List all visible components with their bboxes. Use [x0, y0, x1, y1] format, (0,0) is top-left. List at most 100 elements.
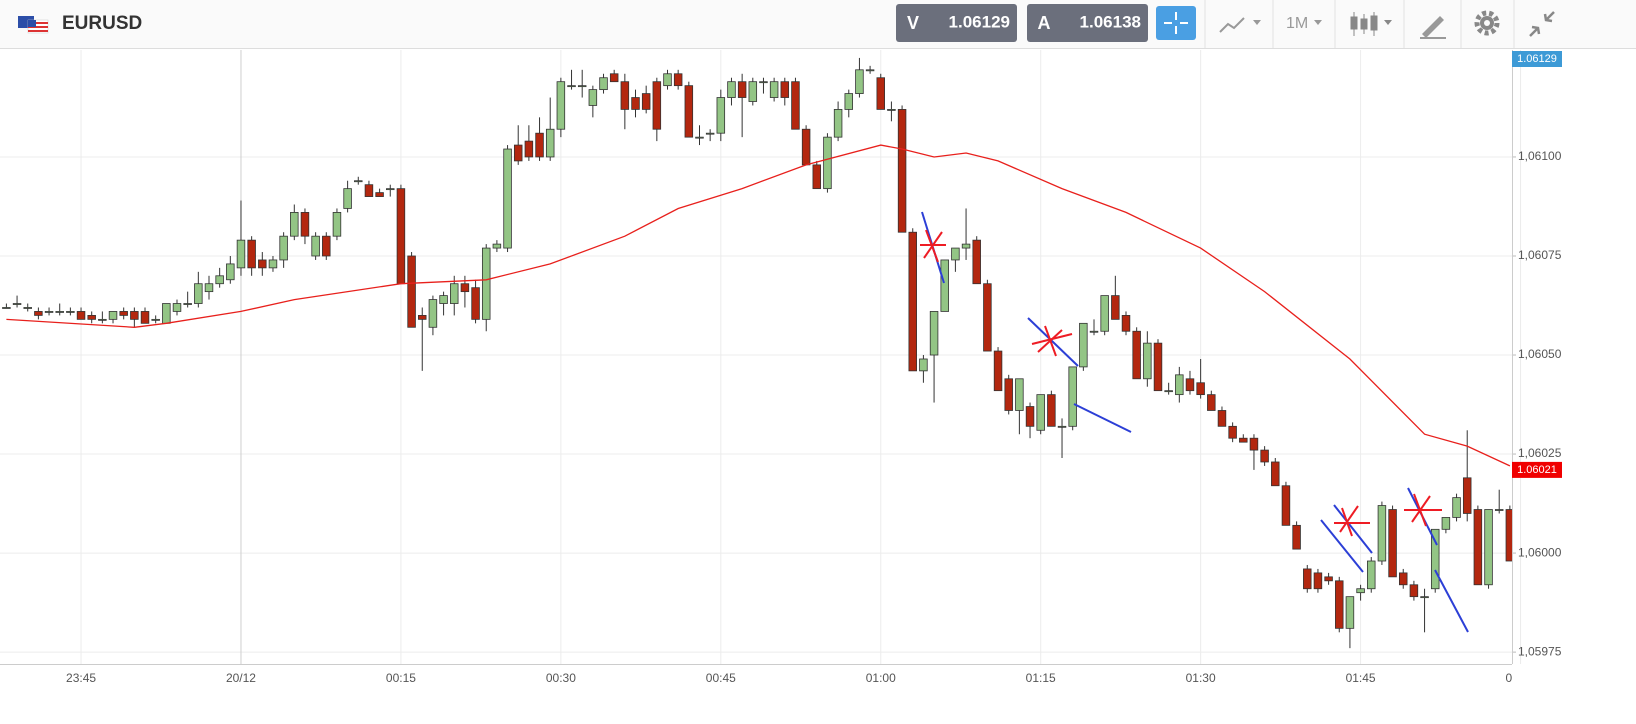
candle-body: [684, 85, 694, 138]
candle-body: [119, 311, 128, 316]
candle-body: [876, 77, 885, 110]
candle-body: [524, 140, 534, 158]
candle-body: [172, 303, 182, 312]
x-tick-label: 23:45: [66, 671, 96, 685]
candle-body: [258, 259, 267, 269]
candle-body: [98, 318, 107, 321]
collapse-button[interactable]: [1529, 11, 1555, 37]
timeframe[interactable]: 1M: [1286, 15, 1308, 32]
candle-body: [545, 128, 555, 158]
candle-body: [300, 212, 310, 237]
candle-body: [1388, 509, 1397, 578]
candle-body: [727, 81, 736, 98]
candle-body: [1505, 509, 1512, 562]
candle-body: [1484, 509, 1493, 586]
bid-button[interactable]: [896, 4, 1017, 42]
candle-body: [236, 239, 246, 269]
y-tick-label: 1,06100: [1518, 149, 1562, 163]
candle-body: [268, 259, 278, 269]
axes: 1,05975 1,06000 1,06025 1,06050 1,06075 1,061…: [0, 50, 1562, 685]
candle-body: [673, 73, 683, 87]
candle-body: [1441, 517, 1451, 530]
candle-body: [716, 97, 726, 134]
candle-body: [12, 303, 22, 305]
symbol[interactable]: EURUSD: [62, 13, 142, 34]
candle-body: [130, 311, 139, 320]
candle-body: [599, 77, 608, 91]
candle-body: [1015, 378, 1024, 411]
candle-body: [1196, 382, 1205, 396]
candle-body: [865, 69, 875, 72]
candle-body: [439, 295, 448, 304]
candle-body: [418, 315, 427, 320]
candle-body: [204, 283, 214, 293]
candle-body: [55, 311, 64, 313]
candle-body: [322, 235, 331, 257]
candle-body: [1303, 568, 1312, 590]
candle-body: [332, 212, 342, 237]
drawing-button[interactable]: [1420, 16, 1446, 39]
candle-body: [215, 275, 224, 285]
candle-body: [1100, 295, 1109, 332]
price-tag-label: 1.06129: [1517, 53, 1557, 65]
candle-body: [897, 109, 907, 233]
x-tick-label: 00:30: [546, 671, 576, 685]
candle-body: [1089, 330, 1099, 333]
candle-body: [1324, 576, 1333, 582]
candle-body: [620, 81, 630, 110]
crosshair-icon: [1164, 12, 1188, 34]
y-tick-label: 1,05975: [1518, 644, 1562, 658]
candle-body: [631, 97, 640, 110]
candle-body: [311, 235, 320, 257]
candle-body: [1239, 437, 1248, 443]
candle-body: [1356, 588, 1365, 594]
candle-body: [1153, 342, 1163, 392]
chart-type-button[interactable]: [1219, 17, 1261, 33]
candle-body: [588, 89, 598, 106]
candle-body: [1345, 596, 1355, 629]
candle-body: [663, 73, 672, 87]
candle-body: [983, 283, 992, 352]
candle-body: [791, 81, 800, 130]
candle-body: [1281, 485, 1291, 526]
candle-body: [929, 311, 939, 356]
candle-body: [1292, 524, 1301, 550]
candle-body: [961, 243, 971, 249]
candle-body: [1217, 410, 1227, 427]
candle-body: [343, 188, 352, 209]
candle-body: [1462, 477, 1472, 514]
candle-body: [396, 188, 406, 285]
candle-body: [375, 192, 384, 197]
candle-body: [823, 136, 832, 190]
flag-icon: [18, 16, 49, 34]
candle-body: [66, 311, 75, 313]
candle-body: [1047, 394, 1056, 427]
candle-body: [407, 255, 416, 328]
crosshair-button[interactable]: [1156, 6, 1196, 40]
candle-body: [1143, 342, 1152, 380]
candles-button[interactable]: [1350, 12, 1392, 36]
x-tick-label: 01:30: [1186, 671, 1216, 685]
candle-body: [705, 132, 715, 135]
settings-button[interactable]: [1474, 10, 1500, 36]
candle-body: [1409, 584, 1419, 598]
candle-body: [1025, 406, 1035, 427]
ask-button[interactable]: [1027, 4, 1148, 42]
candle-body: [951, 247, 960, 261]
plot-area: [2, 57, 1512, 649]
candle-body: [993, 350, 1003, 392]
candle-body: [23, 307, 32, 309]
candle-body: [1036, 394, 1045, 431]
candle-body: [492, 243, 502, 249]
x-tick-label: 01:45: [1346, 671, 1376, 685]
candle-body: [76, 311, 86, 320]
candle-body: [481, 247, 491, 320]
price-tag: [1512, 461, 1562, 478]
x-tick-label: 00:15: [386, 671, 416, 685]
candle-body: [428, 299, 438, 328]
candle-body: [226, 263, 235, 281]
candle-body: [940, 259, 949, 312]
candle-body: [87, 315, 96, 320]
